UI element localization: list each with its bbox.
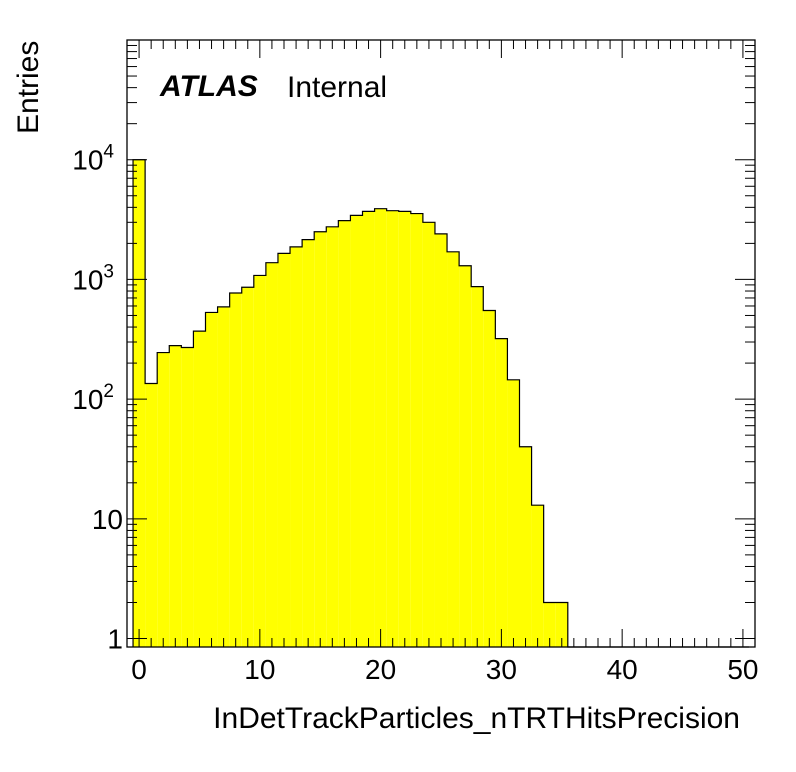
histogram-bar bbox=[205, 312, 218, 647]
histogram-bar bbox=[422, 222, 435, 648]
histogram-bar bbox=[471, 286, 484, 647]
histogram-bar bbox=[277, 253, 291, 647]
histogram-bar bbox=[410, 213, 423, 647]
histogram-bar bbox=[350, 215, 363, 647]
histogram-bar bbox=[253, 275, 266, 647]
histogram-bar bbox=[193, 331, 206, 647]
histogram-bar bbox=[290, 246, 303, 647]
histogram-bar bbox=[362, 211, 375, 647]
internal-label: Internal bbox=[287, 71, 388, 104]
histogram-bars bbox=[132, 159, 749, 648]
y-tick-label: 103 bbox=[72, 261, 114, 295]
axis-tick-labels: 0 10 20 30 40 50 1 10 102 103 104 bbox=[72, 142, 758, 685]
y-tick-label: 102 bbox=[72, 381, 114, 415]
histogram-bar bbox=[519, 446, 532, 647]
histogram-bar bbox=[241, 287, 254, 647]
histogram-bar bbox=[229, 293, 242, 647]
y-tick-label: 10 bbox=[92, 504, 123, 535]
y-axis-label: Entries bbox=[12, 40, 45, 134]
axis-ticks bbox=[127, 40, 755, 647]
histogram-bar bbox=[555, 602, 568, 647]
x-tick-label: 20 bbox=[365, 654, 396, 685]
histogram-bar bbox=[314, 231, 327, 647]
histogram-bar bbox=[434, 233, 448, 647]
histogram-bar bbox=[398, 211, 411, 647]
histogram-bar bbox=[145, 383, 158, 647]
histogram-bar bbox=[374, 208, 387, 647]
histogram-bar bbox=[531, 505, 544, 647]
y-tick-label: 104 bbox=[72, 142, 114, 176]
histogram-bar bbox=[326, 226, 339, 648]
x-tick-label: 30 bbox=[486, 654, 517, 685]
x-axis-label: InDetTrackParticles_nTRTHitsPrecision bbox=[213, 702, 740, 735]
histogram-bar bbox=[483, 310, 496, 647]
x-tick-label: 10 bbox=[244, 654, 275, 685]
histogram-bar bbox=[169, 345, 182, 647]
histogram-bar bbox=[447, 251, 460, 647]
x-tick-label: 0 bbox=[131, 654, 147, 685]
x-tick-label: 40 bbox=[607, 654, 638, 685]
atlas-label: ATLAS bbox=[160, 70, 258, 103]
histogram-bar bbox=[507, 379, 520, 647]
x-tick-label: 50 bbox=[727, 654, 758, 685]
y-tick-label: 1 bbox=[107, 624, 123, 655]
histogram-bar bbox=[302, 239, 315, 648]
histogram-bar bbox=[181, 347, 194, 647]
histogram-bar bbox=[386, 210, 399, 647]
histogram-bar bbox=[459, 265, 472, 647]
histogram-bar bbox=[265, 262, 278, 647]
histogram-bar bbox=[133, 159, 146, 647]
histogram-bar bbox=[543, 602, 556, 647]
histogram-bar bbox=[338, 220, 351, 647]
histogram-bar bbox=[217, 306, 230, 647]
plot-frame bbox=[126, 39, 756, 648]
histogram-bar bbox=[157, 352, 170, 647]
histogram-bar bbox=[495, 338, 508, 647]
